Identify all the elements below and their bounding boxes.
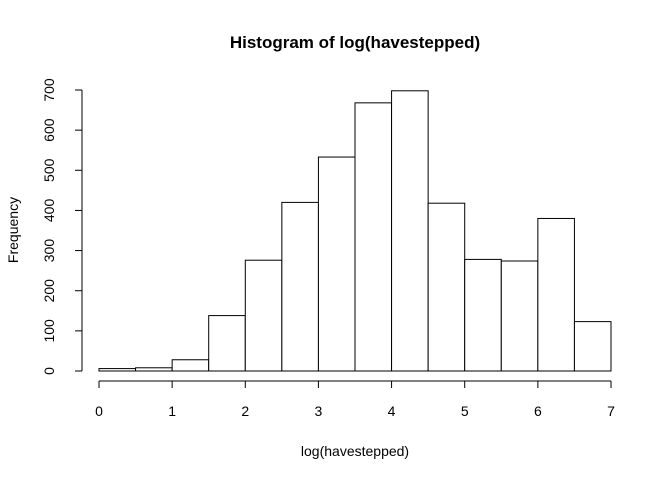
x-tick-label: 1 <box>168 403 176 419</box>
x-tick-label: 5 <box>461 403 469 419</box>
x-tick-label: 7 <box>607 403 615 419</box>
x-tick-label: 6 <box>534 403 542 419</box>
histogram-bar <box>281 201 319 372</box>
x-tick-label: 2 <box>241 403 249 419</box>
histogram-bar <box>354 102 393 372</box>
x-axis-label: log(havestepped) <box>301 443 409 459</box>
y-tick-label: 200 <box>41 279 57 303</box>
y-tick-label: 600 <box>41 118 57 142</box>
histogram-bar <box>464 258 502 372</box>
histogram-bar <box>500 260 539 372</box>
y-tick-label: 300 <box>41 239 57 263</box>
y-tick-label: 400 <box>41 199 57 223</box>
histogram-bar <box>98 368 137 372</box>
histogram-bar <box>208 315 246 372</box>
y-axis-label: Frequency <box>5 197 21 263</box>
y-tick-label: 0 <box>41 367 57 375</box>
x-axis: 0 1 2 3 4 5 6 7 <box>95 380 615 419</box>
histogram-bar <box>573 321 612 372</box>
y-axis: 0 100 200 300 400 500 600 700 <box>41 78 83 375</box>
y-tick-label: 100 <box>41 319 57 343</box>
histogram-bar <box>135 367 173 372</box>
histogram-bar <box>391 90 429 372</box>
x-tick-label: 0 <box>95 403 103 419</box>
x-tick-label: 3 <box>315 403 323 419</box>
y-tick-label: 500 <box>41 158 57 182</box>
histogram-bar <box>427 202 466 372</box>
histogram-bar <box>244 259 283 372</box>
bars-group <box>98 90 612 372</box>
histogram-bar <box>171 359 210 372</box>
chart-title: Histogram of log(havestepped) <box>230 33 480 52</box>
y-tick-label: 700 <box>41 78 57 102</box>
histogram-bar <box>537 217 575 372</box>
histogram-bar <box>317 156 356 372</box>
x-tick-label: 4 <box>388 403 396 419</box>
